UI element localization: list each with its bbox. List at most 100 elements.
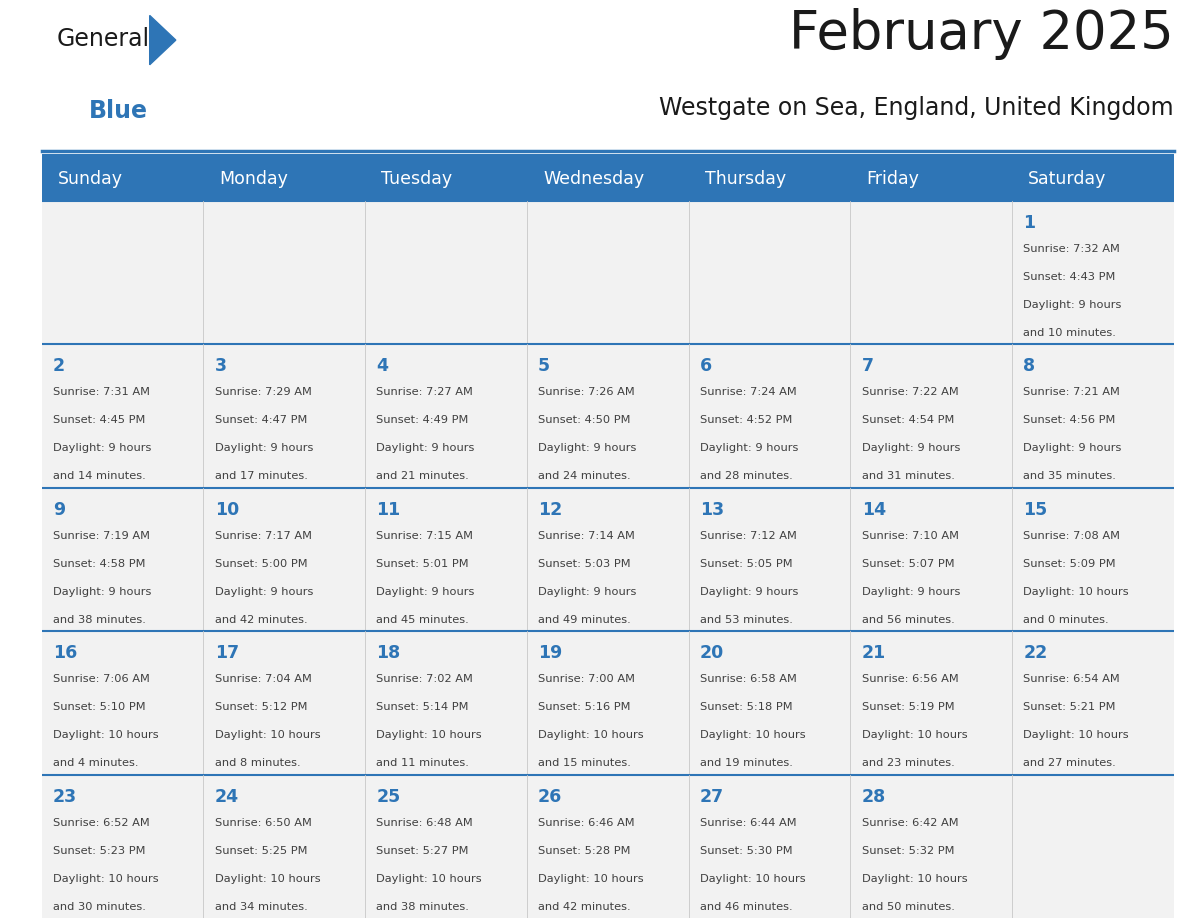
Text: 25: 25 xyxy=(377,788,400,805)
Text: and 31 minutes.: and 31 minutes. xyxy=(861,471,954,481)
Text: Daylight: 9 hours: Daylight: 9 hours xyxy=(1023,300,1121,310)
Text: 24: 24 xyxy=(215,788,239,805)
Text: Sunrise: 6:44 AM: Sunrise: 6:44 AM xyxy=(700,818,796,828)
Text: and 42 minutes.: and 42 minutes. xyxy=(538,901,631,912)
Text: Sunset: 5:00 PM: Sunset: 5:00 PM xyxy=(215,559,308,569)
Text: Sunset: 5:07 PM: Sunset: 5:07 PM xyxy=(861,559,954,569)
Text: Daylight: 9 hours: Daylight: 9 hours xyxy=(377,587,475,597)
Text: Sunset: 5:21 PM: Sunset: 5:21 PM xyxy=(1023,702,1116,712)
Text: Daylight: 9 hours: Daylight: 9 hours xyxy=(377,443,475,453)
Text: Sunset: 5:12 PM: Sunset: 5:12 PM xyxy=(215,702,308,712)
Text: and 53 minutes.: and 53 minutes. xyxy=(700,615,792,625)
Text: Sunset: 4:43 PM: Sunset: 4:43 PM xyxy=(1023,272,1116,282)
Text: Sunset: 5:27 PM: Sunset: 5:27 PM xyxy=(377,845,469,856)
Text: 12: 12 xyxy=(538,500,562,519)
Text: Sunrise: 6:52 AM: Sunrise: 6:52 AM xyxy=(53,818,150,828)
Text: Sunrise: 6:48 AM: Sunrise: 6:48 AM xyxy=(377,818,473,828)
Text: 23: 23 xyxy=(53,788,77,805)
Text: Sunset: 5:16 PM: Sunset: 5:16 PM xyxy=(538,702,631,712)
Text: and 35 minutes.: and 35 minutes. xyxy=(1023,471,1117,481)
Text: and 23 minutes.: and 23 minutes. xyxy=(861,758,954,768)
Polygon shape xyxy=(150,16,176,65)
Text: Daylight: 10 hours: Daylight: 10 hours xyxy=(700,730,805,740)
Text: and 38 minutes.: and 38 minutes. xyxy=(377,901,469,912)
Text: Sunrise: 7:06 AM: Sunrise: 7:06 AM xyxy=(53,674,150,684)
Text: Sunrise: 7:22 AM: Sunrise: 7:22 AM xyxy=(861,387,959,397)
Text: Blue: Blue xyxy=(89,99,148,123)
Text: Daylight: 9 hours: Daylight: 9 hours xyxy=(700,587,798,597)
Text: Sunset: 4:54 PM: Sunset: 4:54 PM xyxy=(861,416,954,425)
Text: 26: 26 xyxy=(538,788,562,805)
Text: Sunrise: 7:21 AM: Sunrise: 7:21 AM xyxy=(1023,387,1120,397)
Text: Daylight: 10 hours: Daylight: 10 hours xyxy=(700,874,805,883)
Text: Sunset: 5:14 PM: Sunset: 5:14 PM xyxy=(377,702,469,712)
Text: Westgate on Sea, England, United Kingdom: Westgate on Sea, England, United Kingdom xyxy=(659,96,1174,120)
Text: Daylight: 9 hours: Daylight: 9 hours xyxy=(700,443,798,453)
Text: Sunset: 5:01 PM: Sunset: 5:01 PM xyxy=(377,559,469,569)
Text: Daylight: 10 hours: Daylight: 10 hours xyxy=(861,730,967,740)
Text: Daylight: 10 hours: Daylight: 10 hours xyxy=(1023,587,1129,597)
Text: Sunset: 5:18 PM: Sunset: 5:18 PM xyxy=(700,702,792,712)
Text: and 10 minutes.: and 10 minutes. xyxy=(1023,328,1117,338)
Text: 1: 1 xyxy=(1023,214,1036,232)
Text: and 17 minutes.: and 17 minutes. xyxy=(215,471,308,481)
Text: Sunset: 5:30 PM: Sunset: 5:30 PM xyxy=(700,845,792,856)
Text: Sunrise: 7:02 AM: Sunrise: 7:02 AM xyxy=(377,674,473,684)
Text: Sunset: 5:28 PM: Sunset: 5:28 PM xyxy=(538,845,631,856)
Text: Sunrise: 7:29 AM: Sunrise: 7:29 AM xyxy=(215,387,311,397)
Text: 17: 17 xyxy=(215,644,239,662)
Text: 9: 9 xyxy=(53,500,65,519)
Text: Daylight: 10 hours: Daylight: 10 hours xyxy=(53,730,158,740)
Text: 21: 21 xyxy=(861,644,886,662)
Text: and 46 minutes.: and 46 minutes. xyxy=(700,901,792,912)
Text: Sunrise: 7:31 AM: Sunrise: 7:31 AM xyxy=(53,387,150,397)
Text: Sunset: 5:32 PM: Sunset: 5:32 PM xyxy=(861,845,954,856)
Text: Sunrise: 7:26 AM: Sunrise: 7:26 AM xyxy=(538,387,634,397)
Text: and 30 minutes.: and 30 minutes. xyxy=(53,901,146,912)
Text: Sunrise: 7:12 AM: Sunrise: 7:12 AM xyxy=(700,531,797,541)
Text: and 11 minutes.: and 11 minutes. xyxy=(377,758,469,768)
Text: Sunset: 4:45 PM: Sunset: 4:45 PM xyxy=(53,416,145,425)
Text: and 14 minutes.: and 14 minutes. xyxy=(53,471,146,481)
Text: 28: 28 xyxy=(861,788,886,805)
Text: 14: 14 xyxy=(861,500,886,519)
Text: and 27 minutes.: and 27 minutes. xyxy=(1023,758,1116,768)
Text: Daylight: 9 hours: Daylight: 9 hours xyxy=(538,443,637,453)
Text: Sunrise: 7:24 AM: Sunrise: 7:24 AM xyxy=(700,387,797,397)
Text: and 19 minutes.: and 19 minutes. xyxy=(700,758,792,768)
Text: and 49 minutes.: and 49 minutes. xyxy=(538,615,631,625)
Text: and 34 minutes.: and 34 minutes. xyxy=(215,901,308,912)
Text: General: General xyxy=(57,27,150,50)
Text: Friday: Friday xyxy=(866,170,920,187)
Text: 6: 6 xyxy=(700,357,712,375)
Text: Sunrise: 7:14 AM: Sunrise: 7:14 AM xyxy=(538,531,636,541)
Text: Daylight: 10 hours: Daylight: 10 hours xyxy=(861,874,967,883)
Text: Sunrise: 7:10 AM: Sunrise: 7:10 AM xyxy=(861,531,959,541)
Text: Wednesday: Wednesday xyxy=(543,170,644,187)
Text: Daylight: 10 hours: Daylight: 10 hours xyxy=(215,874,321,883)
Text: Sunset: 5:19 PM: Sunset: 5:19 PM xyxy=(861,702,954,712)
Text: Sunset: 5:03 PM: Sunset: 5:03 PM xyxy=(538,559,631,569)
Text: and 45 minutes.: and 45 minutes. xyxy=(377,615,469,625)
Text: Sunrise: 7:04 AM: Sunrise: 7:04 AM xyxy=(215,674,311,684)
Text: Tuesday: Tuesday xyxy=(381,170,453,187)
Text: Sunset: 4:56 PM: Sunset: 4:56 PM xyxy=(1023,416,1116,425)
Text: 5: 5 xyxy=(538,357,550,375)
Text: Daylight: 9 hours: Daylight: 9 hours xyxy=(53,443,151,453)
Text: Sunrise: 6:46 AM: Sunrise: 6:46 AM xyxy=(538,818,634,828)
Text: 13: 13 xyxy=(700,500,723,519)
Text: 15: 15 xyxy=(1023,500,1048,519)
Text: and 4 minutes.: and 4 minutes. xyxy=(53,758,138,768)
Text: Sunset: 5:05 PM: Sunset: 5:05 PM xyxy=(700,559,792,569)
Text: Sunrise: 6:50 AM: Sunrise: 6:50 AM xyxy=(215,818,311,828)
Text: Daylight: 10 hours: Daylight: 10 hours xyxy=(53,874,158,883)
Text: 27: 27 xyxy=(700,788,723,805)
Text: Sunday: Sunday xyxy=(58,170,122,187)
Text: 2: 2 xyxy=(53,357,65,375)
Text: Sunrise: 7:15 AM: Sunrise: 7:15 AM xyxy=(377,531,473,541)
Text: 19: 19 xyxy=(538,644,562,662)
Text: and 42 minutes.: and 42 minutes. xyxy=(215,615,308,625)
Text: and 21 minutes.: and 21 minutes. xyxy=(377,471,469,481)
Text: Daylight: 10 hours: Daylight: 10 hours xyxy=(215,730,321,740)
Text: and 50 minutes.: and 50 minutes. xyxy=(861,901,954,912)
